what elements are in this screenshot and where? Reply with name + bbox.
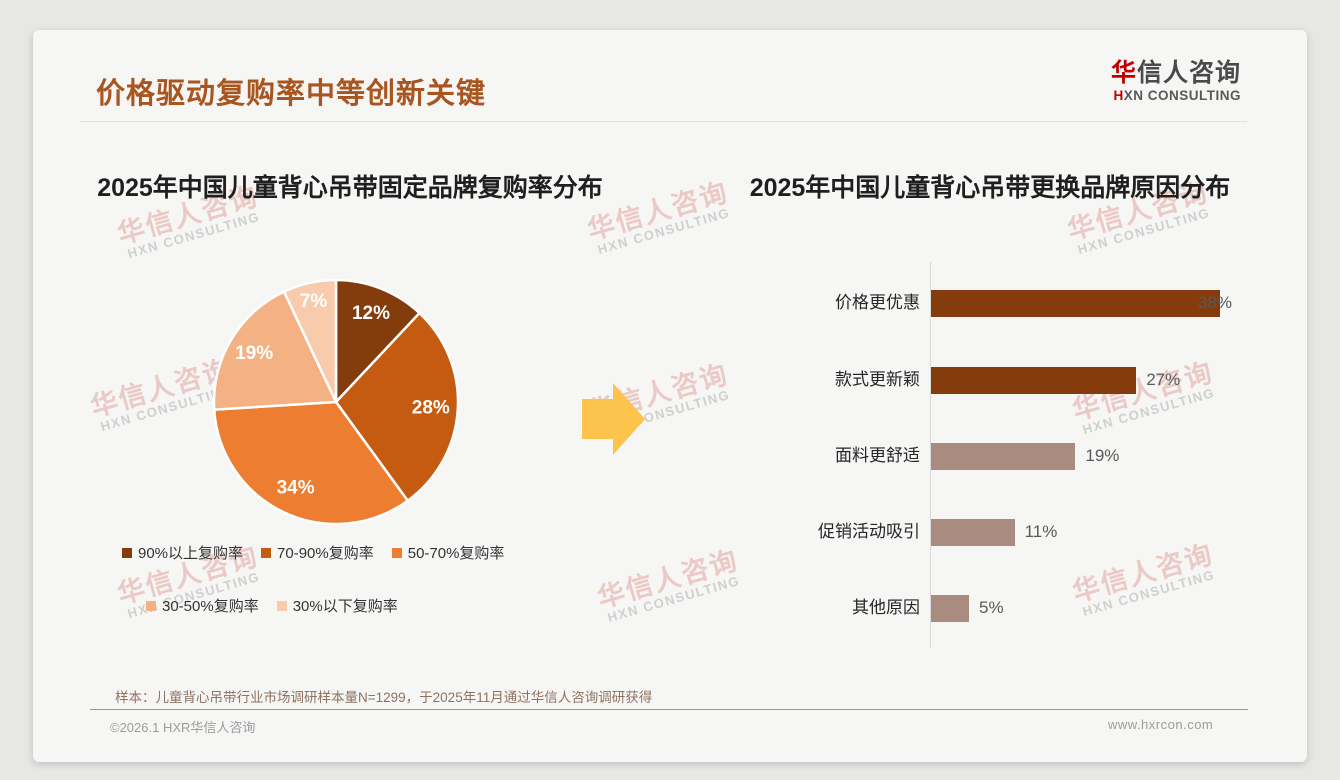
- logo-en: HXN CONSULTING: [1111, 87, 1241, 104]
- website-url: www.hxrcon.com: [1108, 717, 1214, 732]
- bar-category-label: 其他原因: [852, 598, 920, 617]
- legend-swatch: [122, 547, 132, 558]
- pie-chart: 12% 28% 34% 19% 7%: [212, 278, 460, 526]
- pie-slice-label: 34%: [277, 478, 315, 499]
- logo-zh-accent: 华: [1110, 59, 1137, 87]
- legend-item: 30%以下复购率: [276, 595, 398, 616]
- bar-chart: 价格更优惠 38% 款式更新颖 27% 面料更舒适 19% 促销活动吸引 11% 其他原因 5%: [700, 255, 1290, 655]
- legend-item: 50-70%复购率: [391, 542, 505, 563]
- legend-label: 70-90%复购率: [277, 545, 374, 562]
- bar-value-label: 27%: [1146, 370, 1181, 389]
- bar-category-label: 促销活动吸引: [818, 522, 920, 541]
- sample-note: 样本：儿童背心吊带行业市场调研样本量N=1299，于2025年11月通过华信人咨…: [115, 690, 653, 705]
- legend-swatch: [261, 547, 272, 558]
- pie-slice: [334, 311, 460, 502]
- legend-swatch: [276, 600, 287, 611]
- logo-zh-rest: 信人咨询: [1136, 59, 1241, 87]
- pie-legend-row: 30-50%复购率 30%以下复购率: [146, 595, 398, 616]
- legend-item: 30-50%复购率: [146, 595, 259, 616]
- bar-value-label: 11%: [1024, 522, 1058, 541]
- slide-content: 价格驱动复购率中等创新关键 华信人咨询 HXN CONSULTING 2025年…: [33, 30, 1307, 762]
- pie-slice: [334, 278, 421, 404]
- bar: [931, 594, 969, 622]
- bar-value-label: 5%: [979, 598, 1004, 617]
- logo-en-rest: XN CONSULTING: [1123, 87, 1241, 103]
- legend-label: 30%以下复购率: [292, 598, 398, 615]
- header-divider: [80, 121, 1247, 122]
- footer-divider: [90, 709, 1248, 710]
- bar: [931, 442, 1076, 470]
- legend-label: 90%以上复购率: [138, 545, 244, 562]
- legend-item: 90%以上复购率: [122, 542, 243, 563]
- bar-value-label: 19%: [1085, 446, 1120, 465]
- bar-chart-axis: [930, 262, 931, 648]
- pie-legend-row: 90%以上复购率 70-90%复购率 50-70%复购率: [122, 542, 504, 563]
- arrow-right-icon: [582, 383, 645, 455]
- logo-en-accent: H: [1113, 87, 1124, 103]
- pie-slice: [212, 290, 338, 411]
- legend-swatch: [146, 600, 156, 611]
- bar-chart-title: 2025年中国儿童背心吊带更换品牌原因分布: [749, 174, 1231, 202]
- legend-label: 50-70%复购率: [407, 545, 505, 562]
- pie-chart-title: 2025年中国儿童背心吊带固定品牌复购率分布: [97, 174, 603, 202]
- page-title: 价格驱动复购率中等创新关键: [96, 78, 487, 110]
- bar-category-label: 价格更优惠: [835, 293, 920, 312]
- pie-slice-label: 12%: [352, 303, 390, 324]
- legend-swatch: [391, 547, 402, 558]
- logo-zh: 华信人咨询: [1110, 59, 1241, 88]
- slide-card: 华信人咨询 HXN CONSULTING 华信人咨询 HXN CONSULTING 华信…: [33, 30, 1307, 762]
- pie-slice-label: 7%: [300, 291, 328, 312]
- bar: [931, 518, 1015, 546]
- bar: [931, 366, 1137, 394]
- pie-slice-label: 28%: [412, 398, 450, 419]
- bar: [931, 289, 1220, 317]
- bar-category-label: 款式更新颖: [835, 370, 920, 389]
- pie-slice-label: 19%: [235, 343, 273, 364]
- bar-value-label: 38%: [1198, 293, 1233, 312]
- legend-label: 30-50%复购率: [162, 598, 259, 615]
- bar-category-label: 面料更舒适: [835, 446, 920, 465]
- brand-logo: 华信人咨询 HXN CONSULTING: [1110, 59, 1241, 104]
- pie-slice: [212, 400, 409, 526]
- copyright: ©2026.1 HXR华信人咨询: [110, 720, 256, 735]
- legend-item: 70-90%复购率: [261, 542, 374, 563]
- pie-slice: [282, 278, 338, 404]
